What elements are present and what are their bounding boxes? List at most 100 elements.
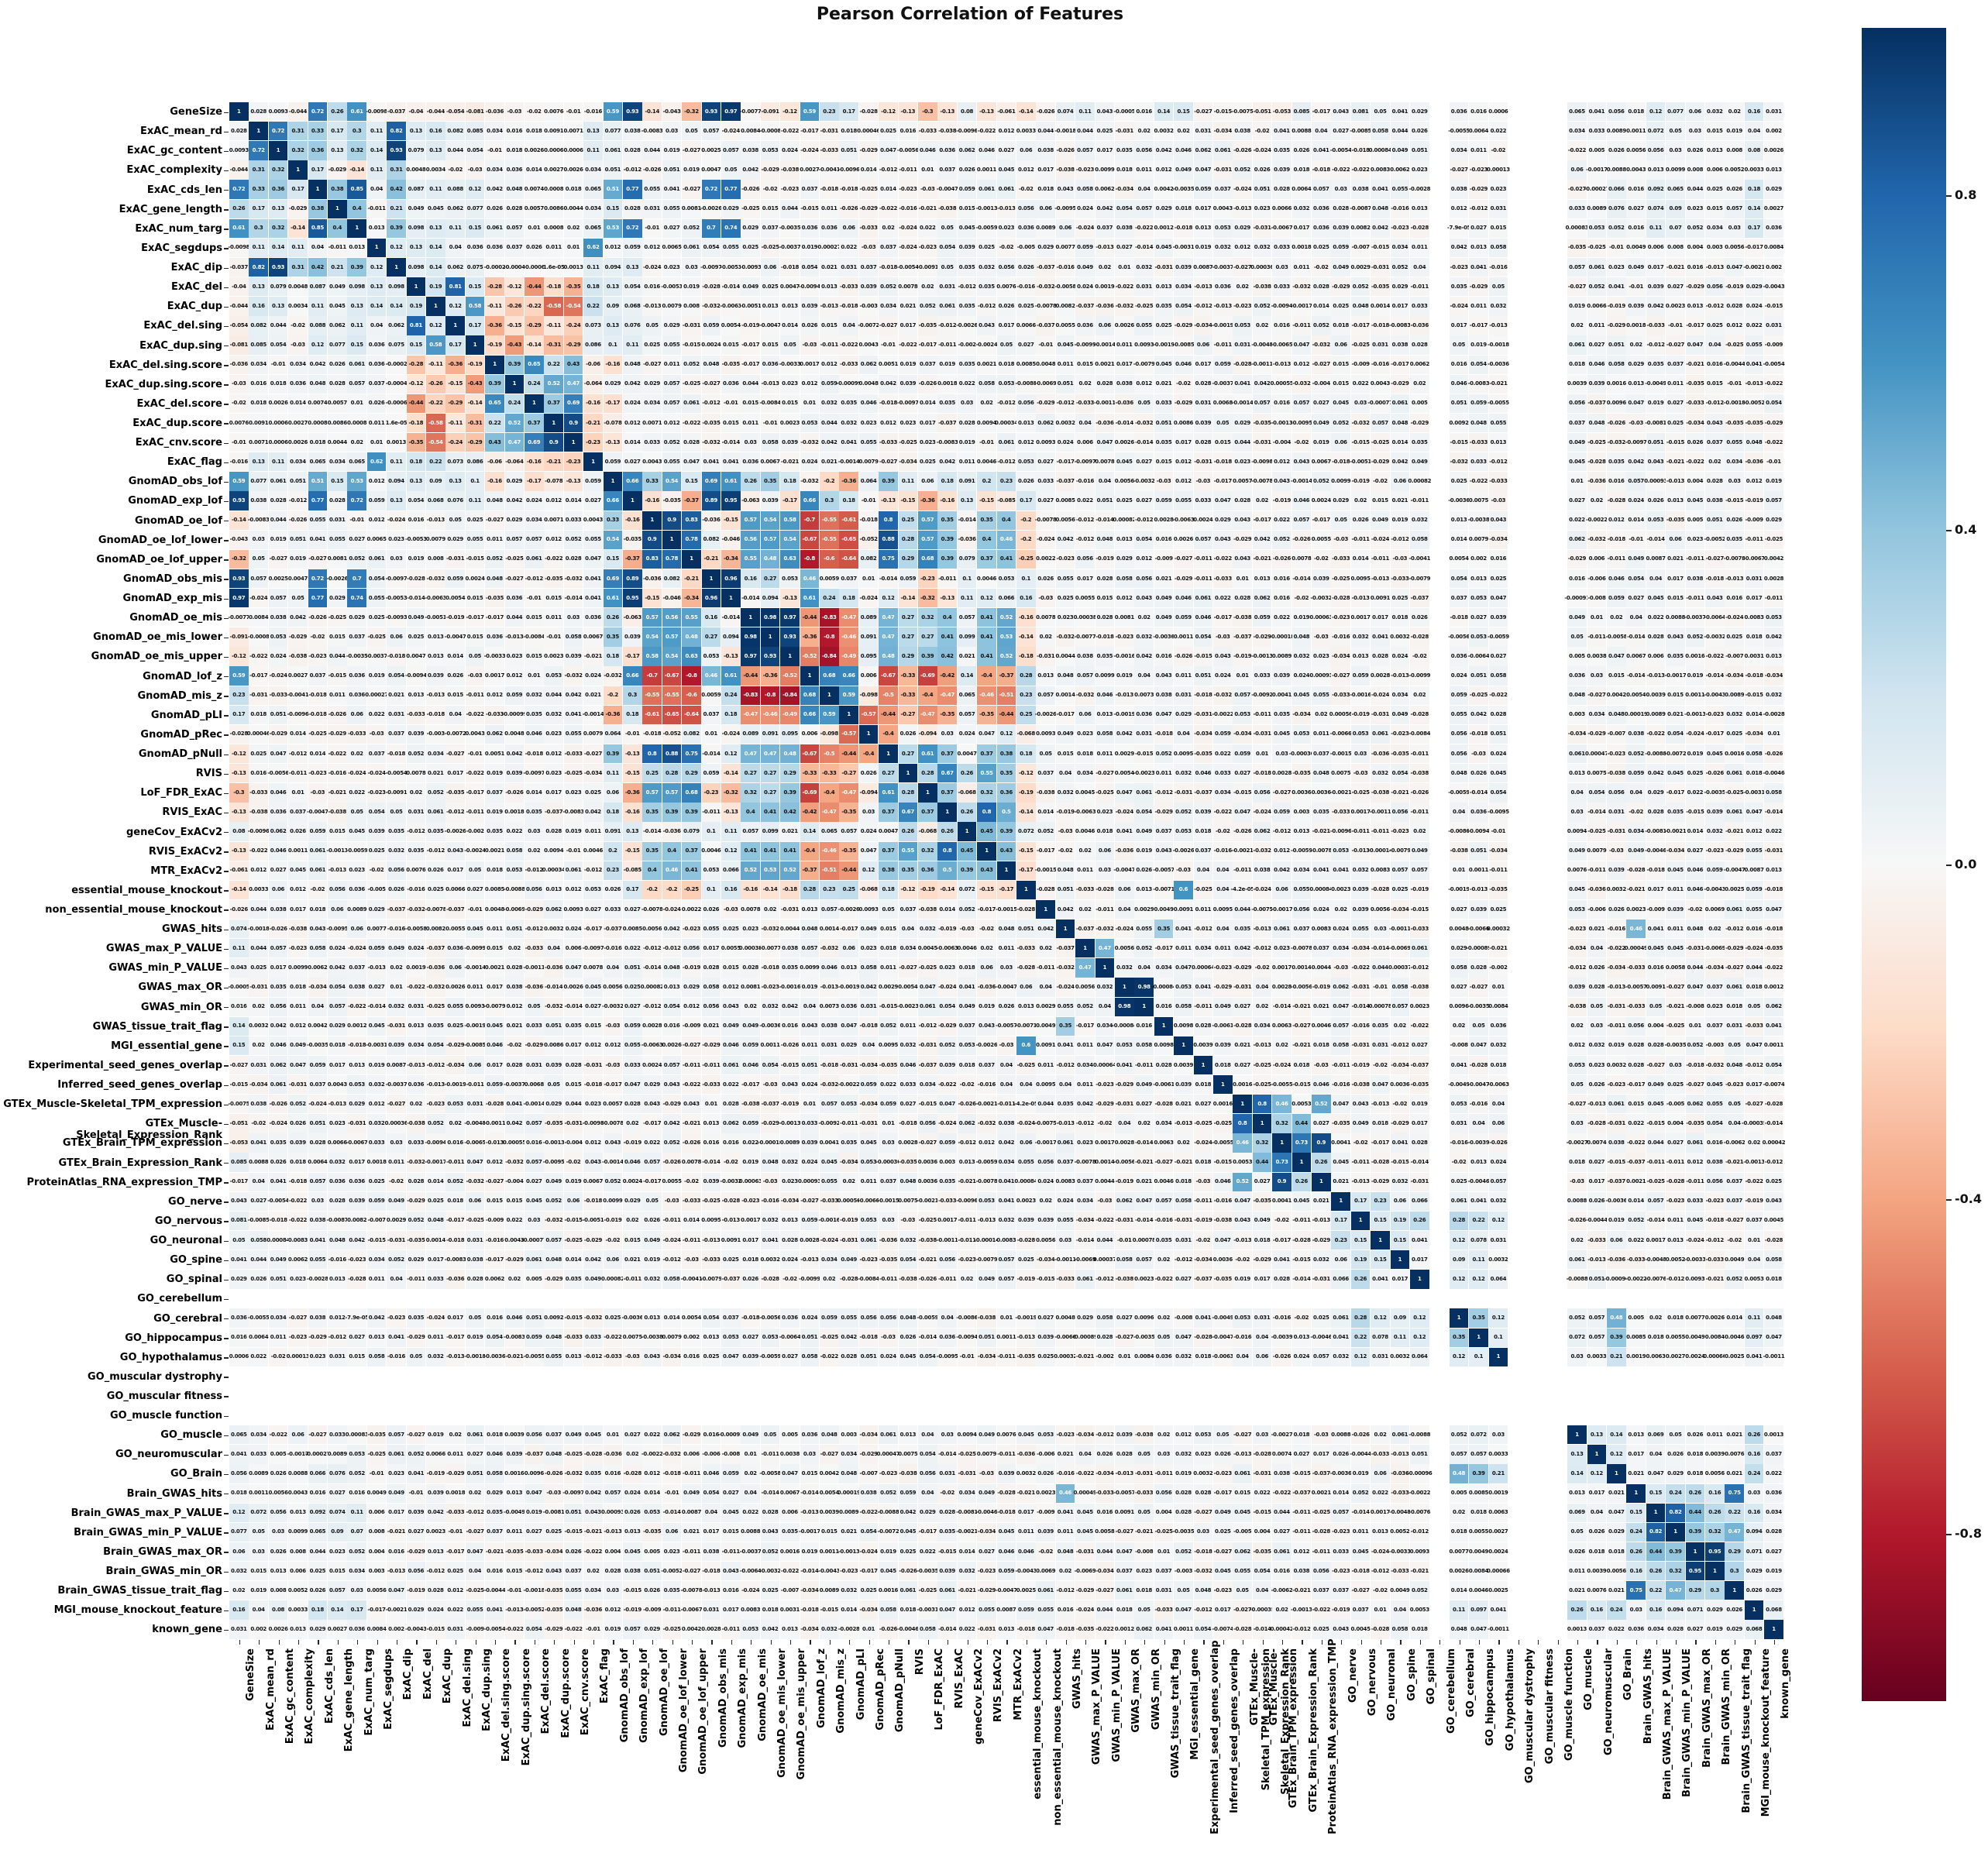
heatmap-cell: -0.036 bbox=[1115, 842, 1134, 861]
heatmap-cell: 0.016 bbox=[1154, 647, 1174, 665]
heatmap-cell: -0.026 bbox=[1567, 1212, 1587, 1230]
heatmap-cell: 0.037 bbox=[879, 1173, 898, 1191]
heatmap-cell: -0.02 bbox=[288, 316, 308, 335]
heatmap-cell: 0.025 bbox=[367, 1173, 387, 1191]
heatmap-cell: 0.57 bbox=[918, 511, 937, 530]
heatmap-cell: 0.17 bbox=[249, 200, 268, 218]
heatmap-cell: 0.017 bbox=[426, 1250, 445, 1269]
heatmap-cell: 0.034 bbox=[839, 1445, 858, 1463]
heatmap-cell: -0.0084 bbox=[525, 627, 544, 646]
heatmap-cell: 0.037 bbox=[958, 1017, 977, 1036]
heatmap-cell: -0.011 bbox=[1292, 316, 1312, 335]
heatmap-cell: -0.0035 bbox=[1134, 1329, 1154, 1347]
heatmap-cell: 0.61 bbox=[347, 102, 366, 121]
heatmap-cell: 0.023 bbox=[544, 725, 563, 744]
heatmap-cell: -0.0056 bbox=[761, 1308, 780, 1327]
heatmap-cell: 0.059 bbox=[958, 180, 977, 198]
heatmap-cell: 0.012 bbox=[662, 414, 682, 432]
heatmap-cell: 0.014 bbox=[426, 1173, 445, 1191]
heatmap-cell: -0.0076 bbox=[1646, 1270, 1666, 1288]
heatmap-cell: -0.015 bbox=[1764, 297, 1783, 315]
heatmap-cell: 0.046 bbox=[1174, 141, 1193, 160]
heatmap-cell: -0.028 bbox=[1626, 861, 1646, 880]
heatmap-cell: 0.049 bbox=[1075, 258, 1095, 277]
heatmap-cell: 1 bbox=[1391, 1250, 1410, 1269]
heatmap-cell: 0.033 bbox=[623, 1056, 642, 1074]
heatmap-cell: 0.058 bbox=[1391, 978, 1410, 996]
heatmap-cell: -0.019 bbox=[604, 1212, 623, 1230]
heatmap-cell: 0.047 bbox=[937, 1095, 957, 1113]
heatmap-cell: -0.0013 bbox=[780, 1114, 800, 1133]
heatmap-cell: 0.45 bbox=[958, 842, 977, 861]
heatmap-cell: -0.028 bbox=[583, 1445, 603, 1463]
heatmap-cell: -0.022 bbox=[249, 842, 268, 861]
heatmap-cell: 0.023 bbox=[288, 1270, 308, 1288]
heatmap-cell: 0.012 bbox=[328, 1308, 347, 1327]
heatmap-cell: -0.027 bbox=[583, 744, 603, 763]
heatmap-cell: -0.013 bbox=[1115, 1464, 1134, 1483]
heatmap-cell: -0.017 bbox=[1213, 472, 1233, 490]
heatmap-cell: 0.13 bbox=[249, 452, 268, 471]
heatmap-cell: 0.037 bbox=[859, 258, 879, 277]
heatmap-cell: -0.018 bbox=[662, 1464, 682, 1483]
heatmap-cell: 0.0082 bbox=[1056, 297, 1075, 315]
heatmap-cell: -0.0095 bbox=[328, 920, 347, 938]
heatmap-cell: -0.038 bbox=[1253, 277, 1272, 296]
heatmap-cell: -0.034 bbox=[1686, 414, 1705, 432]
heatmap-cell: -0.14 bbox=[1016, 803, 1036, 821]
heatmap-cell: 0.12 bbox=[1450, 1270, 1469, 1288]
heatmap-cell: 0.22 bbox=[485, 414, 504, 432]
heatmap-cell: 0.026 bbox=[1469, 764, 1488, 782]
heatmap-cell: 0.02 bbox=[249, 998, 268, 1016]
heatmap-cell: 0.032 bbox=[1213, 239, 1233, 257]
heatmap-cell: -0.031 bbox=[1194, 706, 1213, 724]
heatmap-cell: 0.041 bbox=[1607, 277, 1626, 296]
heatmap-cell: 0.011 bbox=[820, 200, 839, 218]
heatmap-cell: -0.018 bbox=[525, 744, 544, 763]
heatmap-cell: -0.0055 bbox=[1213, 1133, 1233, 1152]
heatmap-cell: -0.024 bbox=[1686, 725, 1705, 744]
heatmap-cell: 0.0055 bbox=[1056, 316, 1075, 335]
heatmap-cell: 0.018 bbox=[1115, 160, 1134, 179]
heatmap-cell: -0.063 bbox=[741, 491, 760, 510]
heatmap-cell: 0.031 bbox=[1725, 1017, 1744, 1036]
heatmap-cell: 0.085 bbox=[229, 1153, 249, 1171]
heatmap-cell: -0.098 bbox=[859, 686, 879, 705]
heatmap-cell: -0.32 bbox=[682, 102, 701, 121]
heatmap-cell: 0.28 bbox=[800, 881, 820, 899]
heatmap-cell: 0.086 bbox=[583, 335, 603, 354]
heatmap-cell: -0.024 bbox=[937, 978, 957, 996]
heatmap-cell: 0.0092 bbox=[1450, 414, 1469, 432]
heatmap-cell: 0.031 bbox=[1745, 569, 1764, 588]
heatmap-cell: 0.02 bbox=[1075, 900, 1095, 919]
heatmap-cell: 0.002 bbox=[682, 1329, 701, 1347]
heatmap-cell: 0.039 bbox=[1567, 978, 1587, 996]
heatmap-cell: 0.055 bbox=[1745, 900, 1764, 919]
heatmap-cell: -0.01 bbox=[1371, 978, 1390, 996]
heatmap-cell: 0.00037 bbox=[1095, 1250, 1115, 1269]
heatmap-cell: 0.034 bbox=[1391, 686, 1410, 705]
heatmap-cell: 0.059 bbox=[1213, 356, 1233, 374]
heatmap-cell: 0.22 bbox=[583, 297, 603, 315]
heatmap-cell: -0.032 bbox=[1056, 627, 1075, 646]
heatmap-cell: 0.017 bbox=[445, 764, 465, 782]
heatmap-cell: 0.83 bbox=[642, 550, 662, 569]
heatmap-cell: -0.012 bbox=[288, 491, 308, 510]
heatmap-cell: 0.72 bbox=[229, 180, 249, 198]
heatmap-cell: 0.019 bbox=[1194, 239, 1213, 257]
heatmap-cell: 0.00034 bbox=[544, 861, 563, 880]
heatmap-cell: -0.019 bbox=[1016, 1270, 1036, 1288]
heatmap-cell: -0.02 bbox=[367, 861, 387, 880]
heatmap-cell: 0.031 bbox=[839, 258, 858, 277]
heatmap-cell: 0.013 bbox=[564, 1348, 583, 1366]
heatmap-cell: 0.054 bbox=[1450, 569, 1469, 588]
heatmap-cell: 0.72 bbox=[308, 102, 328, 121]
heatmap-cell: -0.02 bbox=[269, 1348, 288, 1366]
heatmap-cell: 0.051 bbox=[800, 1056, 820, 1074]
heatmap-cell: -0.0063 bbox=[426, 589, 445, 607]
heatmap-cell: 0.012 bbox=[1174, 452, 1193, 471]
heatmap-cell: 0.12 bbox=[997, 725, 1016, 744]
heatmap-cell: 0.052 bbox=[407, 744, 426, 763]
heatmap-cell: -0.34 bbox=[682, 589, 701, 607]
heatmap-cell: 0.03 bbox=[525, 822, 544, 840]
